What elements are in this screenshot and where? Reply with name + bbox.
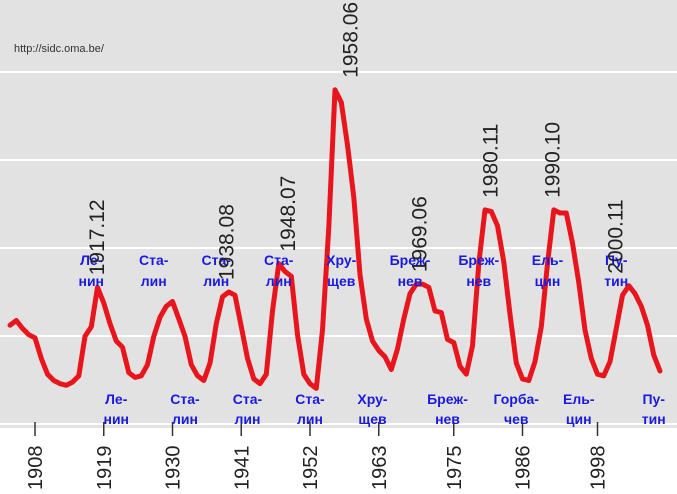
x-tick-label: 1941 <box>231 446 253 491</box>
annotation-lower: Хру-щев <box>357 391 387 427</box>
annotation-lower-line1: Ста- <box>295 391 325 407</box>
source-note: http://sidc.oma.be/ <box>14 43 105 55</box>
annotation-upper: Пу-тин <box>604 252 628 289</box>
peak-label: 1948.07 <box>277 176 300 252</box>
x-tick-label: 1908 <box>25 446 47 491</box>
leader-annotations: Ле-нинСта-линСта-линСта-линХру-щевБреж-н… <box>78 252 665 427</box>
annotation-upper: Ле-нин <box>78 252 104 289</box>
x-tick-label: 1930 <box>163 446 185 491</box>
annotation-lower-line2: лин <box>235 411 261 427</box>
annotation-lower: Ста-лин <box>295 391 325 427</box>
annotation-upper: Ель-цин <box>532 252 564 289</box>
annotation-lower-line2: лин <box>297 411 323 427</box>
peak-label: 1990.10 <box>542 122 565 198</box>
annotation-upper: Бреж-нев <box>458 252 499 289</box>
annotation-upper: Бреж-нев <box>390 252 431 289</box>
annotation-lower-line2: чев <box>504 411 529 427</box>
annotation-lower-line2: тин <box>642 411 666 427</box>
annotation-lower: Ста-лин <box>233 391 263 427</box>
annotation-lower-line2: нев <box>435 411 460 427</box>
annotation-lower: Пу-тин <box>642 391 666 427</box>
annotation-upper-line1: Ста- <box>139 252 169 268</box>
annotation-upper-line2: нин <box>78 273 104 289</box>
annotation-lower: Ле-нин <box>103 391 129 427</box>
annotation-upper-line1: Хру- <box>326 252 356 268</box>
annotation-upper-line1: Ле- <box>80 252 103 268</box>
annotation-lower-line2: щев <box>358 411 387 427</box>
annotation-lower-line1: Ле- <box>105 391 128 407</box>
annotation-upper-line1: Бреж- <box>458 252 499 268</box>
x-tick-label: 1998 <box>588 446 610 491</box>
annotation-upper: Ста-лин <box>202 252 232 289</box>
annotation-upper-line2: нев <box>466 273 491 289</box>
x-tick-label: 1975 <box>444 446 466 491</box>
x-axis-ticks: 1908 1919 1930 1941 1952 1963 1975 1986 1998 <box>25 422 610 490</box>
annotation-upper-line2: лин <box>141 273 167 289</box>
sunspot-series-line <box>7 87 663 391</box>
annotation-upper-line1: Пу- <box>605 252 628 268</box>
peak-label: 1980.11 <box>480 124 503 198</box>
annotation-lower-line2: лин <box>172 411 198 427</box>
annotation-lower-line1: Пу- <box>642 391 665 407</box>
annotation-upper-line2: лин <box>266 273 292 289</box>
annotation-lower: Бреж-нев <box>427 391 468 427</box>
annotation-upper-line2: цин <box>535 273 561 289</box>
annotation-upper-line1: Ста- <box>264 252 294 268</box>
peak-label: 2000.11 <box>605 199 628 273</box>
annotation-upper-line2: тин <box>604 273 628 289</box>
annotation-upper-line2: лин <box>203 273 229 289</box>
x-tick-label: 1963 <box>369 446 391 491</box>
peak-labels: 1917.12 1938.08 1948.07 1958.06 1969.06 1980.… <box>86 2 628 280</box>
annotation-lower-line1: Ста- <box>170 391 200 407</box>
peak-label: 1917.12 <box>86 199 109 275</box>
annotation-upper-line1: Ель- <box>532 252 564 268</box>
annotation-upper: Хру-щев <box>326 252 356 289</box>
annotation-upper-line2: щев <box>327 273 356 289</box>
annotation-lower-line1: Хру- <box>357 391 387 407</box>
annotation-lower-line1: Бреж- <box>427 391 468 407</box>
x-tick-label: 1986 <box>513 446 535 491</box>
annotation-lower: Ста-лин <box>170 391 200 427</box>
annotation-upper-line2: нев <box>398 273 423 289</box>
annotation-upper-line1: Бреж- <box>390 252 431 268</box>
x-tick-label: 1919 <box>94 446 116 491</box>
annotation-lower: Горба-чев <box>494 391 540 427</box>
peak-label: 1969.06 <box>408 196 431 272</box>
annotation-lower: Ель-цин <box>563 391 595 427</box>
annotation-lower-line1: Ель- <box>563 391 595 407</box>
annotation-upper: Ста-лин <box>264 252 294 289</box>
annotation-lower-line2: нин <box>103 411 129 427</box>
peak-label: 1958.06 <box>340 2 363 78</box>
annotation-upper-line1: Ста- <box>202 252 232 268</box>
annotation-upper: Ста-лин <box>139 252 169 289</box>
peak-label: 1938.08 <box>215 204 238 280</box>
annotation-lower-line1: Горба- <box>494 391 540 407</box>
x-tick-label: 1952 <box>300 446 322 491</box>
annotation-lower-line1: Ста- <box>233 391 263 407</box>
annotation-lower-line2: цин <box>566 411 592 427</box>
